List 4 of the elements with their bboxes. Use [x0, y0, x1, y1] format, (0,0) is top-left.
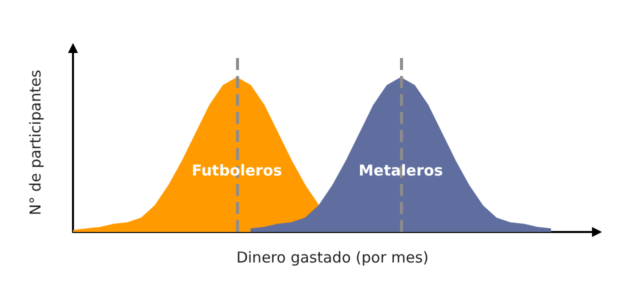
y-axis-title: N° de participantes	[26, 70, 44, 216]
series-label: Metaleros	[358, 161, 444, 180]
series-label: Futboleros	[192, 161, 282, 180]
x-axis-title: Dinero gastado (por mes)	[236, 248, 429, 266]
